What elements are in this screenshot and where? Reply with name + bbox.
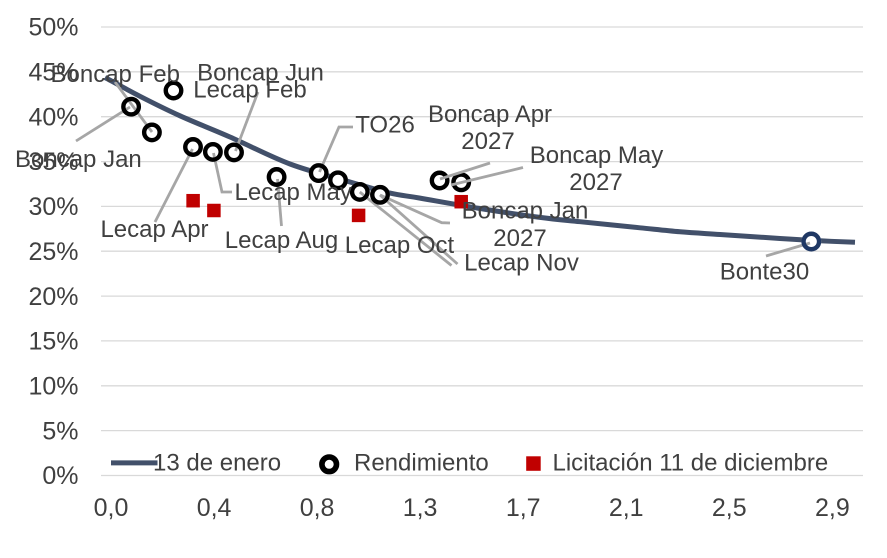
svg-text:2,9: 2,9 <box>815 494 850 522</box>
svg-text:2027: 2027 <box>569 169 622 196</box>
svg-text:0%: 0% <box>42 462 78 490</box>
svg-text:Lecap Feb: Lecap Feb <box>193 77 306 104</box>
svg-text:45%: 45% <box>28 59 78 87</box>
svg-text:Lecap Oct: Lecap Oct <box>345 232 455 259</box>
svg-text:1,7: 1,7 <box>506 494 541 522</box>
svg-text:Boncap Apr: Boncap Apr <box>428 101 552 128</box>
svg-text:Boncap May: Boncap May <box>530 142 663 169</box>
svg-text:TO26: TO26 <box>355 112 415 139</box>
svg-text:Lecap May: Lecap May <box>235 179 352 206</box>
svg-text:Lecap Apr: Lecap Apr <box>100 216 208 243</box>
svg-text:Boncap Jun: Boncap Jun <box>197 60 324 87</box>
svg-text:Boncap Jan: Boncap Jan <box>15 146 142 173</box>
svg-text:40%: 40% <box>28 103 78 131</box>
svg-text:10%: 10% <box>28 373 78 401</box>
svg-text:0,8: 0,8 <box>300 494 335 522</box>
svg-text:35%: 35% <box>28 148 78 176</box>
svg-text:30%: 30% <box>28 193 78 221</box>
svg-text:Licitación 11 de diciembre: Licitación 11 de diciembre <box>553 450 829 477</box>
svg-text:2,1: 2,1 <box>609 494 644 522</box>
svg-text:Boncap Jan: Boncap Jan <box>462 198 589 225</box>
svg-text:15%: 15% <box>28 328 78 356</box>
svg-text:5%: 5% <box>42 417 78 445</box>
svg-text:25%: 25% <box>28 238 78 266</box>
svg-text:0,4: 0,4 <box>197 494 232 522</box>
svg-text:Lecap Nov: Lecap Nov <box>464 250 579 277</box>
svg-text:Bonte30: Bonte30 <box>720 259 809 286</box>
svg-text:Boncap Feb: Boncap Feb <box>51 61 180 88</box>
svg-text:Rendimiento: Rendimiento <box>354 450 489 477</box>
svg-text:20%: 20% <box>28 283 78 311</box>
svg-text:1,3: 1,3 <box>403 494 438 522</box>
svg-text:2,5: 2,5 <box>712 494 747 522</box>
svg-text:Lecap Aug: Lecap Aug <box>225 227 338 254</box>
svg-text:2027: 2027 <box>493 225 546 252</box>
svg-text:2027: 2027 <box>461 128 514 155</box>
svg-text:50%: 50% <box>28 14 78 42</box>
svg-text:13 de enero: 13 de enero <box>153 450 281 477</box>
svg-text:0,0: 0,0 <box>94 494 129 522</box>
